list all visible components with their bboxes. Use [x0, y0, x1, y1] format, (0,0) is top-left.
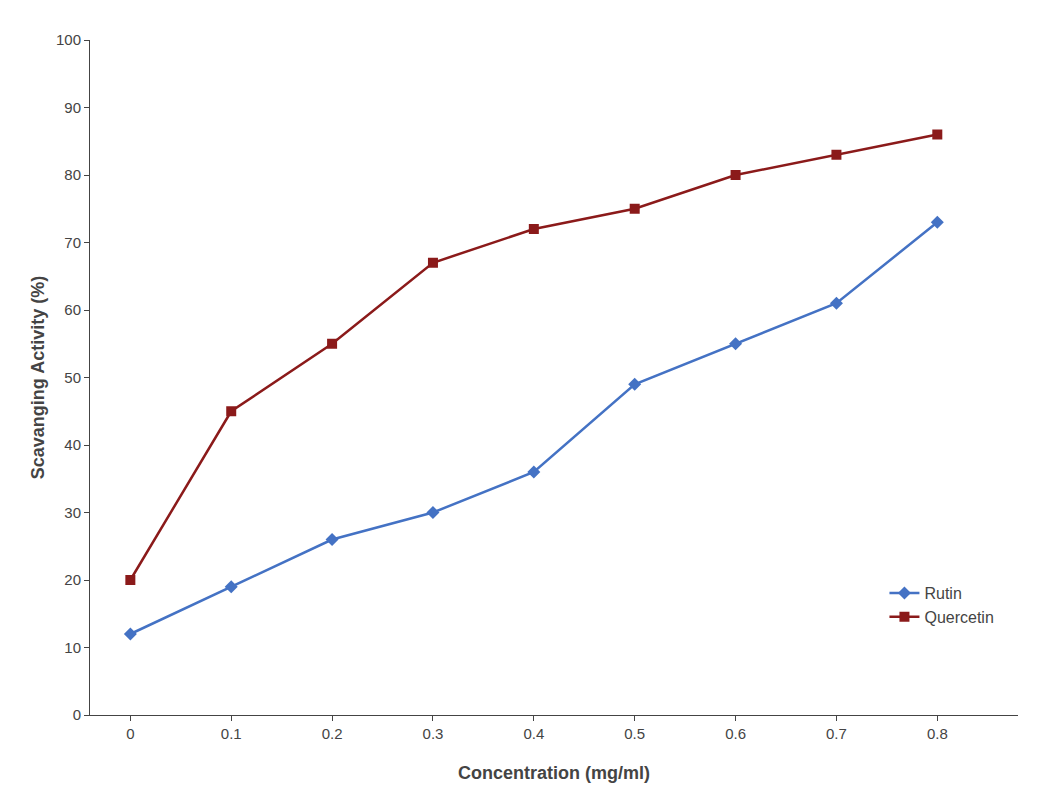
svg-text:70: 70 — [64, 234, 81, 251]
svg-text:80: 80 — [64, 166, 81, 183]
svg-text:10: 10 — [64, 639, 81, 656]
svg-text:0.1: 0.1 — [221, 725, 242, 742]
svg-text:0.5: 0.5 — [624, 725, 645, 742]
svg-text:0.8: 0.8 — [927, 725, 948, 742]
svg-text:0: 0 — [73, 706, 81, 723]
svg-text:30: 30 — [64, 504, 81, 521]
svg-text:Concentration (mg/ml): Concentration (mg/ml) — [458, 763, 650, 783]
svg-text:60: 60 — [64, 301, 81, 318]
svg-text:90: 90 — [64, 99, 81, 116]
svg-text:0.6: 0.6 — [725, 725, 746, 742]
svg-text:0.7: 0.7 — [826, 725, 847, 742]
svg-text:0: 0 — [126, 725, 134, 742]
svg-text:Scavanging Activity (%): Scavanging Activity (%) — [28, 276, 48, 479]
svg-text:20: 20 — [64, 571, 81, 588]
svg-text:Rutin: Rutin — [924, 585, 961, 602]
svg-text:0.3: 0.3 — [423, 725, 444, 742]
svg-text:0.4: 0.4 — [523, 725, 544, 742]
svg-text:100: 100 — [56, 31, 81, 48]
svg-text:0.2: 0.2 — [322, 725, 343, 742]
svg-text:50: 50 — [64, 369, 81, 386]
svg-text:40: 40 — [64, 436, 81, 453]
svg-text:Quercetin: Quercetin — [924, 609, 993, 626]
